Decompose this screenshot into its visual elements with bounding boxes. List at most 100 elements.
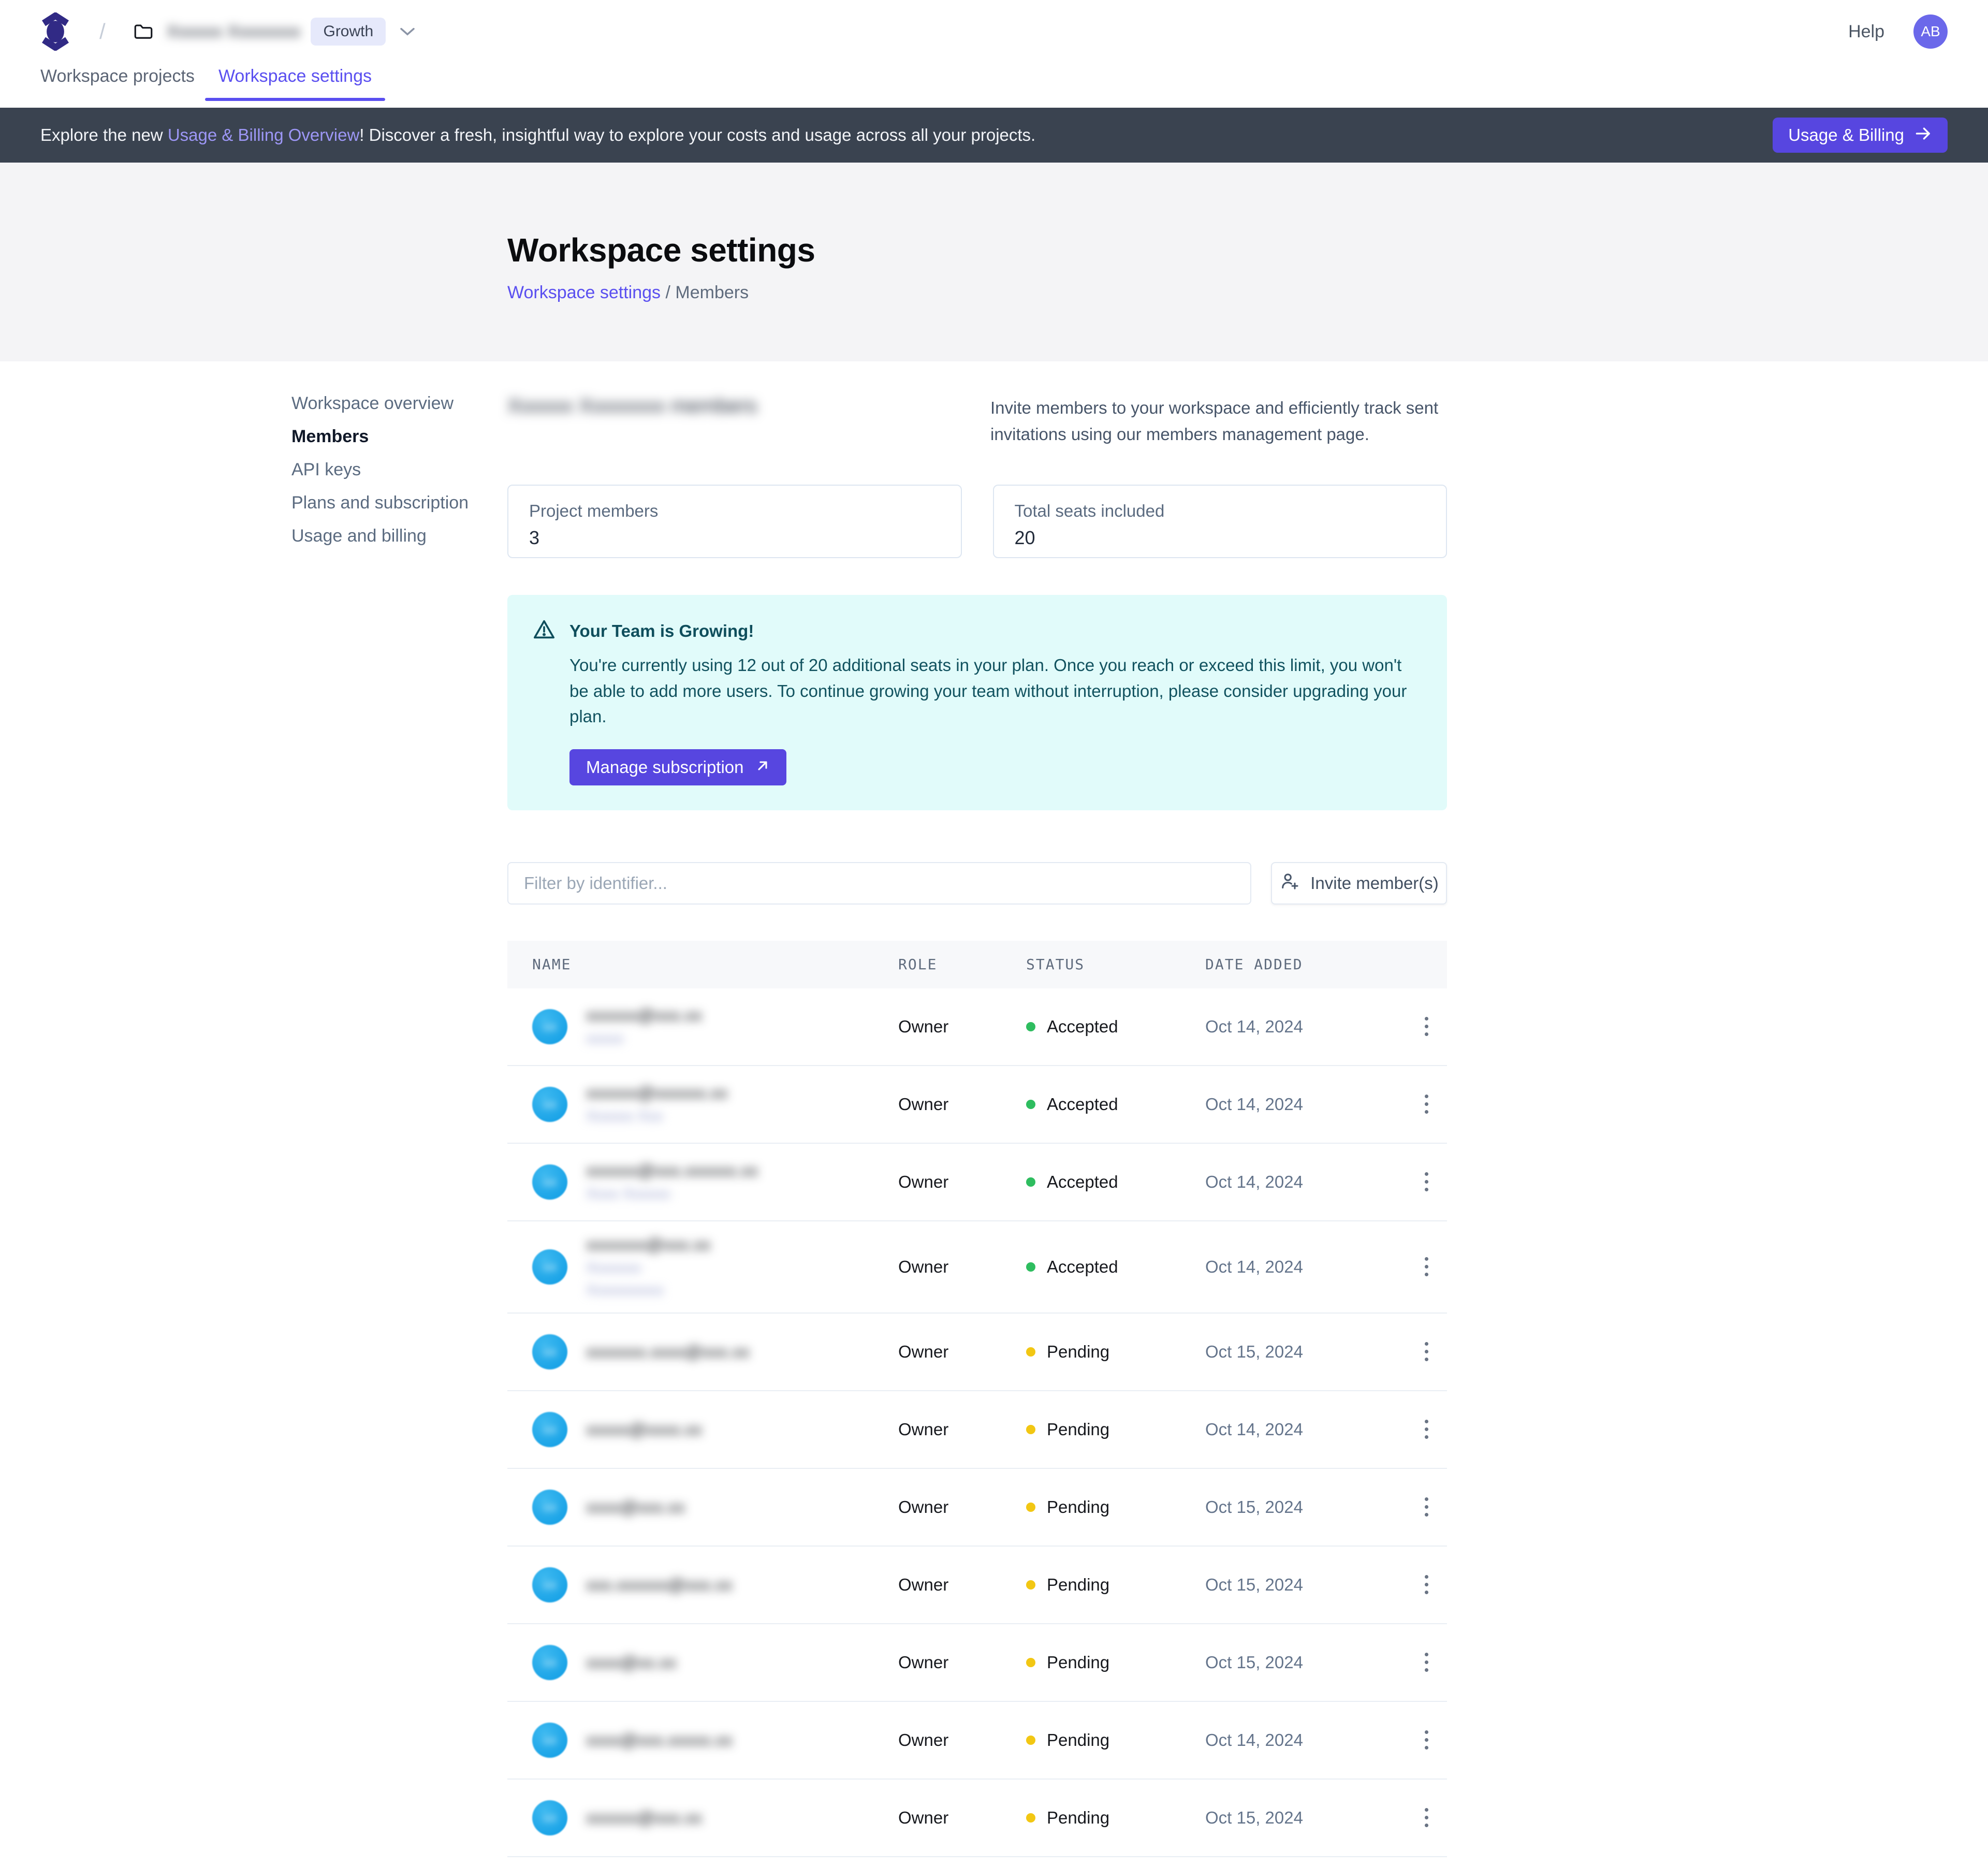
member-date-added: Oct 14, 2024 — [1205, 1419, 1303, 1439]
sidebar-item-members[interactable]: Members — [291, 427, 369, 446]
sidebar-item-usage-and-billing[interactable]: Usage and billing — [291, 526, 427, 546]
filter-input[interactable] — [507, 862, 1251, 905]
row-menu-button[interactable] — [1420, 1492, 1434, 1522]
table-row: xx xxxxxx@xxxxxx.xx Xxxxxx Xxx Owner Acc… — [507, 1066, 1447, 1144]
member-date-added: Oct 14, 2024 — [1205, 1172, 1303, 1191]
app-logo-icon[interactable] — [40, 12, 70, 51]
member-status: Pending — [1026, 1653, 1205, 1672]
row-menu-button[interactable] — [1420, 1570, 1434, 1599]
row-menu-button[interactable] — [1420, 1337, 1434, 1366]
sidebar-item-workspace-overview[interactable]: Workspace overview — [291, 393, 454, 413]
table-row: xx xxxx@xx.xx Owner Pending Oct 15, 2024 — [507, 1624, 1447, 1702]
member-status: Accepted — [1026, 1257, 1205, 1277]
member-avatar: xx — [532, 1411, 567, 1447]
member-avatar: xx — [532, 1086, 567, 1122]
member-date-added: Oct 15, 2024 — [1205, 1342, 1303, 1361]
row-menu-button[interactable] — [1420, 1725, 1434, 1755]
sidebar-item-api-keys[interactable]: API keys — [291, 460, 361, 479]
row-menu-button[interactable] — [1420, 1012, 1434, 1041]
member-avatar: xx — [532, 1644, 567, 1680]
member-role: Owner — [898, 1342, 949, 1361]
table-row: xx xxxxxx@xxx.xx Owner Pending Oct 15, 2… — [507, 1780, 1447, 1857]
row-menu-button[interactable] — [1420, 1415, 1434, 1444]
card-value: 3 — [529, 527, 540, 549]
row-menu-button[interactable] — [1420, 1648, 1434, 1677]
help-link[interactable]: Help — [1848, 21, 1884, 41]
alert-body: You're currently using 12 out of 20 addi… — [569, 655, 1407, 726]
member-status: Pending — [1026, 1730, 1205, 1750]
arrow-up-right-icon — [755, 757, 770, 777]
table-header: NAME ROLE STATUS DATE ADDED — [507, 940, 1447, 988]
row-menu-button[interactable] — [1420, 1252, 1434, 1281]
member-role: Owner — [898, 1730, 949, 1750]
manage-subscription-button[interactable]: Manage subscription — [569, 749, 786, 785]
members-table: NAME ROLE STATUS DATE ADDED xx xxxxxx@xx… — [507, 940, 1447, 1857]
table-row: xx xxxxxx@xxx.xxxxxx.xx Xxxx Xxxxxx Owne… — [507, 1144, 1447, 1221]
row-menu-button[interactable] — [1420, 1167, 1434, 1197]
members-description: Invite members to your workspace and eff… — [990, 398, 1439, 444]
card-label: Project members — [529, 501, 659, 521]
member-email: xxx.xxxxxx@xxx.xx — [586, 1575, 733, 1594]
status-dot-icon — [1026, 1099, 1035, 1109]
column-name: NAME — [532, 956, 572, 973]
arrow-right-icon — [1914, 125, 1932, 145]
team-growing-alert: Your Team is Growing! You're currently u… — [507, 595, 1447, 810]
member-email: xxxxxx@xxx.xx — [586, 1005, 703, 1025]
banner-link[interactable]: Usage & Billing Overview — [167, 125, 360, 144]
member-date-added: Oct 15, 2024 — [1205, 1652, 1303, 1672]
member-status: Accepted — [1026, 1017, 1205, 1037]
member-role: Owner — [898, 1652, 949, 1672]
member-date-added: Oct 14, 2024 — [1205, 1094, 1303, 1114]
member-secondary-name: Xxxxxxxxxx — [586, 1281, 664, 1299]
content-area: Workspace overview Members API keys Plans a… — [0, 361, 1988, 1857]
plan-badge[interactable]: Growth — [311, 18, 386, 46]
member-secondary-name: xxxxx — [586, 1030, 624, 1047]
banner-text: Explore the new Usage & Billing Overview… — [40, 125, 1036, 144]
member-role: Owner — [898, 1575, 949, 1594]
member-email: xxxx@xx.xx — [586, 1652, 677, 1672]
sidebar-item-plans-and-subscription[interactable]: Plans and subscription — [291, 493, 469, 513]
row-menu-button[interactable] — [1420, 1803, 1434, 1832]
table-row: xx xxxxx@xxxx.xx Owner Pending Oct 14, 2… — [507, 1391, 1447, 1469]
status-dot-icon — [1026, 1580, 1035, 1590]
project-members-card: Project members 3 — [507, 485, 962, 559]
member-email: xxxxxxx.xxxx@xxx.xx — [586, 1342, 750, 1361]
usage-billing-button[interactable]: Usage & Billing — [1773, 118, 1948, 153]
page-title: Workspace settings — [507, 231, 815, 269]
member-email: xxxxxx@xxx.xxxxxx.xx — [586, 1161, 758, 1180]
chevron-down-icon[interactable] — [399, 26, 416, 37]
member-date-added: Oct 14, 2024 — [1205, 1016, 1303, 1036]
status-dot-icon — [1026, 1657, 1035, 1667]
breadcrumb-workspace-settings-link[interactable]: Workspace settings — [507, 283, 661, 302]
total-seats-card: Total seats included 20 — [992, 485, 1447, 559]
member-secondary-name: Xxxxxx Xxx — [586, 1108, 663, 1125]
members-section-heading: Xxxxxx Xxxxxxxx members — [507, 395, 757, 417]
member-date-added: Oct 15, 2024 — [1205, 1807, 1303, 1827]
member-email: xxxx@xxx.xx — [586, 1497, 685, 1517]
status-dot-icon — [1026, 1502, 1035, 1512]
status-dot-icon — [1026, 1177, 1035, 1187]
column-date-added: DATE ADDED — [1205, 956, 1303, 973]
member-avatar: xx — [532, 1800, 567, 1835]
workspace-name[interactable]: Xxxxxx Xxxxxxxx — [166, 21, 301, 41]
tab-workspace-settings[interactable]: Workspace settings — [204, 63, 386, 104]
member-role: Owner — [898, 1016, 949, 1036]
breadcrumb: Workspace settings / Members — [507, 283, 1988, 303]
person-plus-icon — [1279, 871, 1300, 896]
member-avatar: xx — [532, 1164, 567, 1200]
member-avatar: xx — [532, 1249, 567, 1285]
tab-workspace-projects[interactable]: Workspace projects — [40, 66, 195, 86]
breadcrumb-current: / Members — [661, 283, 749, 302]
member-status: Pending — [1026, 1342, 1205, 1362]
row-menu-button[interactable] — [1420, 1089, 1434, 1119]
user-avatar[interactable]: AB — [1913, 14, 1948, 49]
table-row: xx xxxx@xxx.xx Owner Pending Oct 15, 202… — [507, 1469, 1447, 1547]
member-date-added: Oct 15, 2024 — [1205, 1575, 1303, 1594]
member-avatar: xx — [532, 1567, 567, 1602]
member-status: Pending — [1026, 1575, 1205, 1595]
invite-members-button[interactable]: Invite member(s) — [1271, 862, 1447, 905]
member-secondary-name: Xxxx Xxxxxx — [586, 1186, 670, 1203]
table-row: xx xxxxxxx.xxxx@xxx.xx Owner Pending Oct… — [507, 1314, 1447, 1391]
status-dot-icon — [1026, 1347, 1035, 1357]
member-avatar: xx — [532, 1334, 567, 1369]
